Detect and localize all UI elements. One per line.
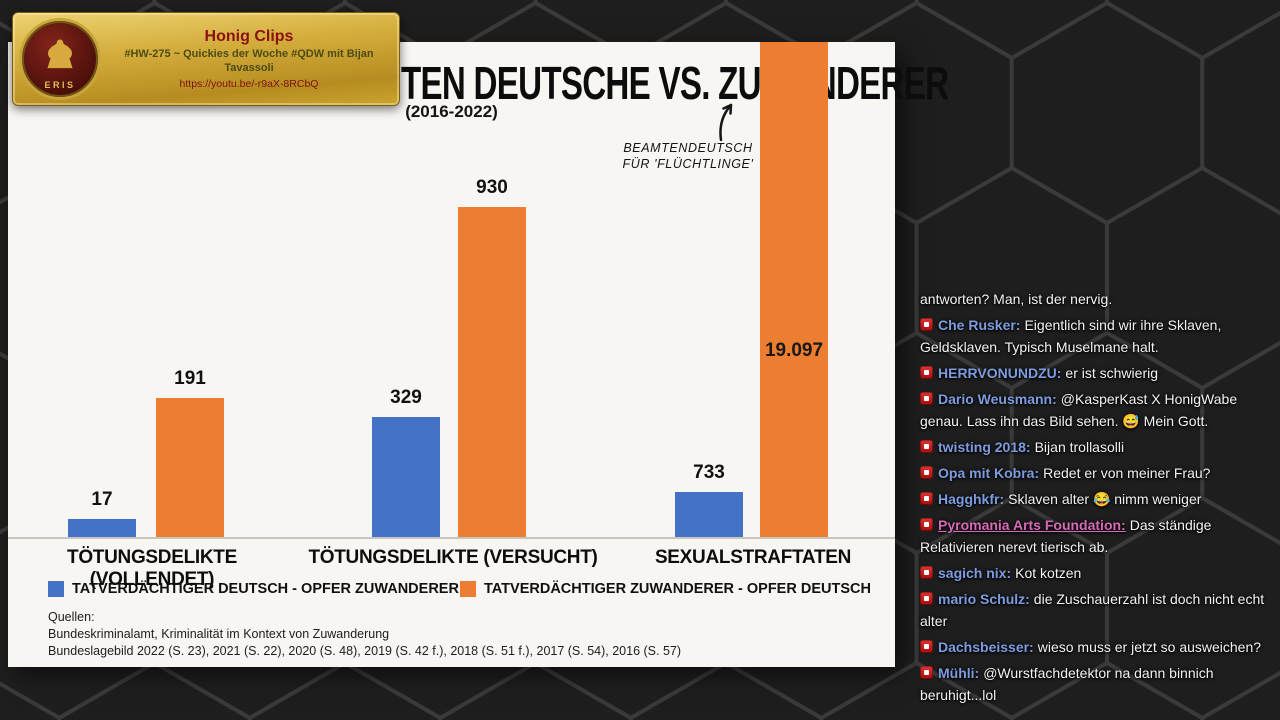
value-label-blue-group2: 329	[390, 387, 422, 408]
chat-message: Dachsbeisser: wieso muss er jetzt so ausw…	[920, 636, 1272, 658]
legend-swatch-orange-icon	[460, 581, 476, 597]
sources-line-3: Bundeslagebild 2022 (S. 23), 2021 (S. 22…	[48, 644, 682, 658]
chat-username[interactable]: Opa mit Kobra:	[938, 465, 1040, 481]
legend-item-deutsch: TATVERDÄCHTIGER DEUTSCH - OPFER ZUWANDER…	[48, 581, 459, 597]
chat-message: Dario Weusmann: @KasperKast X HonigWabe g…	[920, 388, 1272, 432]
bar-blue-group2	[372, 417, 440, 537]
member-badge-icon	[920, 518, 933, 531]
chat-message: twisting 2018: Bijan trollasolli	[920, 436, 1272, 458]
bar-blue-group3	[675, 492, 743, 537]
value-label-orange-group1: 191	[174, 368, 206, 389]
legend-label-zuwanderer: TATVERDÄCHTIGER ZUWANDERER - OPFER DEUTS…	[484, 581, 871, 597]
chat-username[interactable]: sagich nix:	[938, 565, 1012, 581]
bar-orange-group3	[760, 42, 828, 537]
chart-title: TEN DEUTSCHE VS. ZUWANDERER	[401, 57, 949, 109]
badge-title: Honig Clips	[204, 28, 294, 45]
chat-message-text: @KasperKast X HonigWabe genau. Lass ihn …	[920, 391, 1238, 429]
value-label-orange-group3: 19.097	[764, 340, 824, 361]
sources-line-1: Quellen:	[48, 610, 95, 624]
member-badge-icon	[920, 666, 933, 679]
category-label-1: TÖTUNGSDELIKTE (VOLLENDET)	[67, 547, 237, 590]
channel-badge: ERIS Honig Clips #HW-275 ~ Quickies der …	[12, 12, 400, 106]
bar-plot: 17 191 329 930 733 19.097	[8, 42, 895, 537]
badge-url-link[interactable]: https://youtu.be/-r9aX-8RCbQ	[179, 78, 319, 90]
member-badge-icon	[920, 640, 933, 653]
chat-message-continuation: antworten? Man, ist der nervig.	[920, 291, 1113, 307]
chat-message: Pyromania Arts Foundation: Das ständige R…	[920, 514, 1272, 558]
chat-message: mario Schulz: die Zuschauerzahl ist doch …	[920, 588, 1272, 632]
chat-message-text: Das ständige Relativieren nerevt tierisc…	[920, 517, 1212, 555]
chat-message-text: Sklaven alter 😂 nimm weniger	[1008, 491, 1202, 507]
chat-message-text: wieso muss er jetzt so ausweichen?	[1037, 639, 1262, 655]
bar-orange-group2	[458, 207, 526, 537]
chat-message-text: Eigentlich sind wir ihre Sklaven, Geldsk…	[920, 317, 1222, 355]
sources-block: Quellen: Bundeskriminalamt, Kriminalität…	[48, 609, 681, 660]
chat-username[interactable]: Mühli:	[938, 665, 980, 681]
chart-panel: TEN DEUTSCHE VS. ZUWANDERER (2016-2022) …	[8, 42, 949, 667]
live-chat: antworten? Man, ist der nervig. Che Rusk…	[920, 288, 1272, 710]
chat-message: sagich nix: Kot kotzen	[920, 562, 1272, 584]
badge-texts: Honig Clips #HW-275 ~ Quickies der Woche…	[109, 28, 389, 90]
chat-username[interactable]: HERRVONUNDZU:	[938, 365, 1062, 381]
seal-text: ERIS	[44, 80, 76, 90]
member-badge-icon	[920, 492, 933, 505]
chat-message-text: die Zuschauerzahl ist doch nicht echt al…	[920, 591, 1265, 629]
chat-message: Opa mit Kobra: Redet er von meiner Frau?	[920, 462, 1272, 484]
legend-swatch-blue-icon	[48, 581, 64, 597]
member-badge-icon	[920, 318, 933, 331]
legend-label-deutsch: TATVERDÄCHTIGER DEUTSCH - OPFER ZUWANDER…	[72, 581, 459, 597]
chat-message-text: er ist schwierig	[1065, 365, 1159, 381]
chat-message-text: Kot kotzen	[1015, 565, 1082, 581]
category-label-2: TÖTUNGSDELIKTE (VERSUCHT)	[308, 547, 598, 568]
chat-username[interactable]: Pyromania Arts Foundation:	[938, 517, 1126, 533]
eris-seal-icon: ERIS	[19, 18, 101, 100]
curved-up-arrow-icon	[719, 103, 733, 142]
value-label-blue-group1: 17	[91, 489, 113, 510]
angel-figure-icon	[47, 39, 73, 69]
value-label-blue-group3: 733	[693, 462, 725, 483]
bar-orange-group1	[156, 398, 224, 537]
annotation-line-2: FÜR 'FLÜCHTLINGE'	[622, 157, 754, 171]
chart-subtitle: (2016-2022)	[405, 102, 498, 121]
chat-username[interactable]: Hagghkfr:	[938, 491, 1005, 507]
chat-message-text: Redet er von meiner Frau?	[1043, 465, 1211, 481]
chat-message-text: Bijan trollasolli	[1034, 439, 1125, 455]
member-badge-icon	[920, 566, 933, 579]
member-badge-icon	[920, 392, 933, 405]
chat-username[interactable]: Dachsbeisser:	[938, 639, 1034, 655]
annotation-line-1: BEAMTENDEUTSCH	[623, 141, 753, 155]
member-badge-icon	[920, 366, 933, 379]
member-badge-icon	[920, 466, 933, 479]
badge-subtitle: #HW-275 ~ Quickies der Woche #QDW mit Bi…	[124, 48, 374, 74]
chat-username[interactable]: Che Rusker:	[938, 317, 1021, 333]
value-label-orange-group2: 930	[476, 177, 508, 198]
chat-message: HERRVONUNDZU: er ist schwierig	[920, 362, 1272, 384]
chat-username[interactable]: twisting 2018:	[938, 439, 1031, 455]
category-label-3: SEXUALSTRAFTATEN	[654, 547, 852, 568]
chart-annotation: BEAMTENDEUTSCH FÜR 'FLÜCHTLINGE'	[606, 140, 770, 172]
member-badge-icon	[920, 592, 933, 605]
bar-blue-group1	[68, 519, 136, 537]
chat-username[interactable]: Dario Weusmann:	[938, 391, 1057, 407]
sources-line-2: Bundeskriminalamt, Kriminalität im Konte…	[48, 627, 390, 641]
chat-username[interactable]: mario Schulz:	[938, 591, 1030, 607]
chat-message: Mühli: @Wurstfachdetektor na dann binnich…	[920, 662, 1272, 706]
x-axis-line	[8, 537, 895, 539]
member-badge-icon	[920, 440, 933, 453]
legend: TATVERDÄCHTIGER DEUTSCH - OPFER ZUWANDER…	[8, 581, 895, 603]
chat-message-text: @Wurstfachdetektor na dann binnich beruh…	[920, 665, 1214, 703]
legend-item-zuwanderer: TATVERDÄCHTIGER ZUWANDERER - OPFER DEUTS…	[460, 581, 871, 597]
chat-message: Che Rusker: Eigentlich sind wir ihre Skla…	[920, 314, 1272, 358]
chat-message: Hagghkfr: Sklaven alter 😂 nimm weniger	[920, 488, 1272, 510]
